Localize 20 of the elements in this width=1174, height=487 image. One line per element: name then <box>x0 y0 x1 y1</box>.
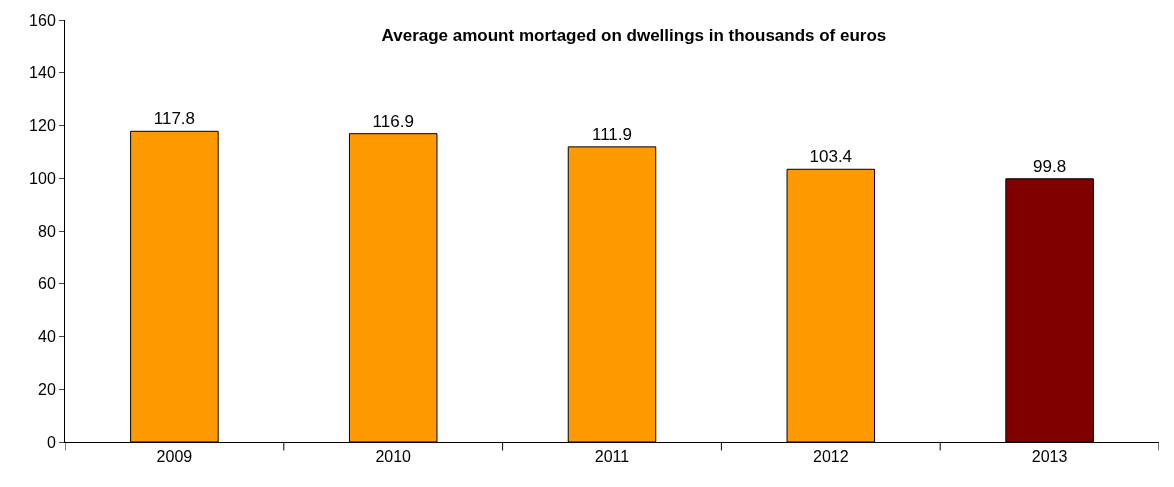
y-tick-label: 120 <box>29 117 56 135</box>
y-tick-label: 20 <box>38 380 56 398</box>
x-tick-label: 2009 <box>156 448 193 466</box>
y-tick-label: 100 <box>29 169 56 187</box>
x-tick-label: 2010 <box>375 448 412 466</box>
y-tick-label: 40 <box>38 328 56 346</box>
data-label: 111.9 <box>591 124 633 144</box>
x-tick-label: 2012 <box>813 448 849 466</box>
y-tick-label: 80 <box>38 222 56 240</box>
data-label: 103.4 <box>809 147 853 167</box>
y-tick-label: 140 <box>29 64 56 82</box>
x-tick-label: 2013 <box>1031 448 1068 466</box>
y-tick-label: 160 <box>29 11 56 29</box>
chart-title: Average amount mortaged on dwellings in thousands of euros <box>381 26 887 46</box>
data-label: 116.9 <box>372 111 414 131</box>
y-tick-label: 0 <box>46 433 56 451</box>
data-label: 117.8 <box>153 109 196 129</box>
data-label: 99.8 <box>1033 156 1067 176</box>
y-tick-label: 60 <box>38 275 56 293</box>
x-tick-label: 2011 <box>594 448 630 466</box>
